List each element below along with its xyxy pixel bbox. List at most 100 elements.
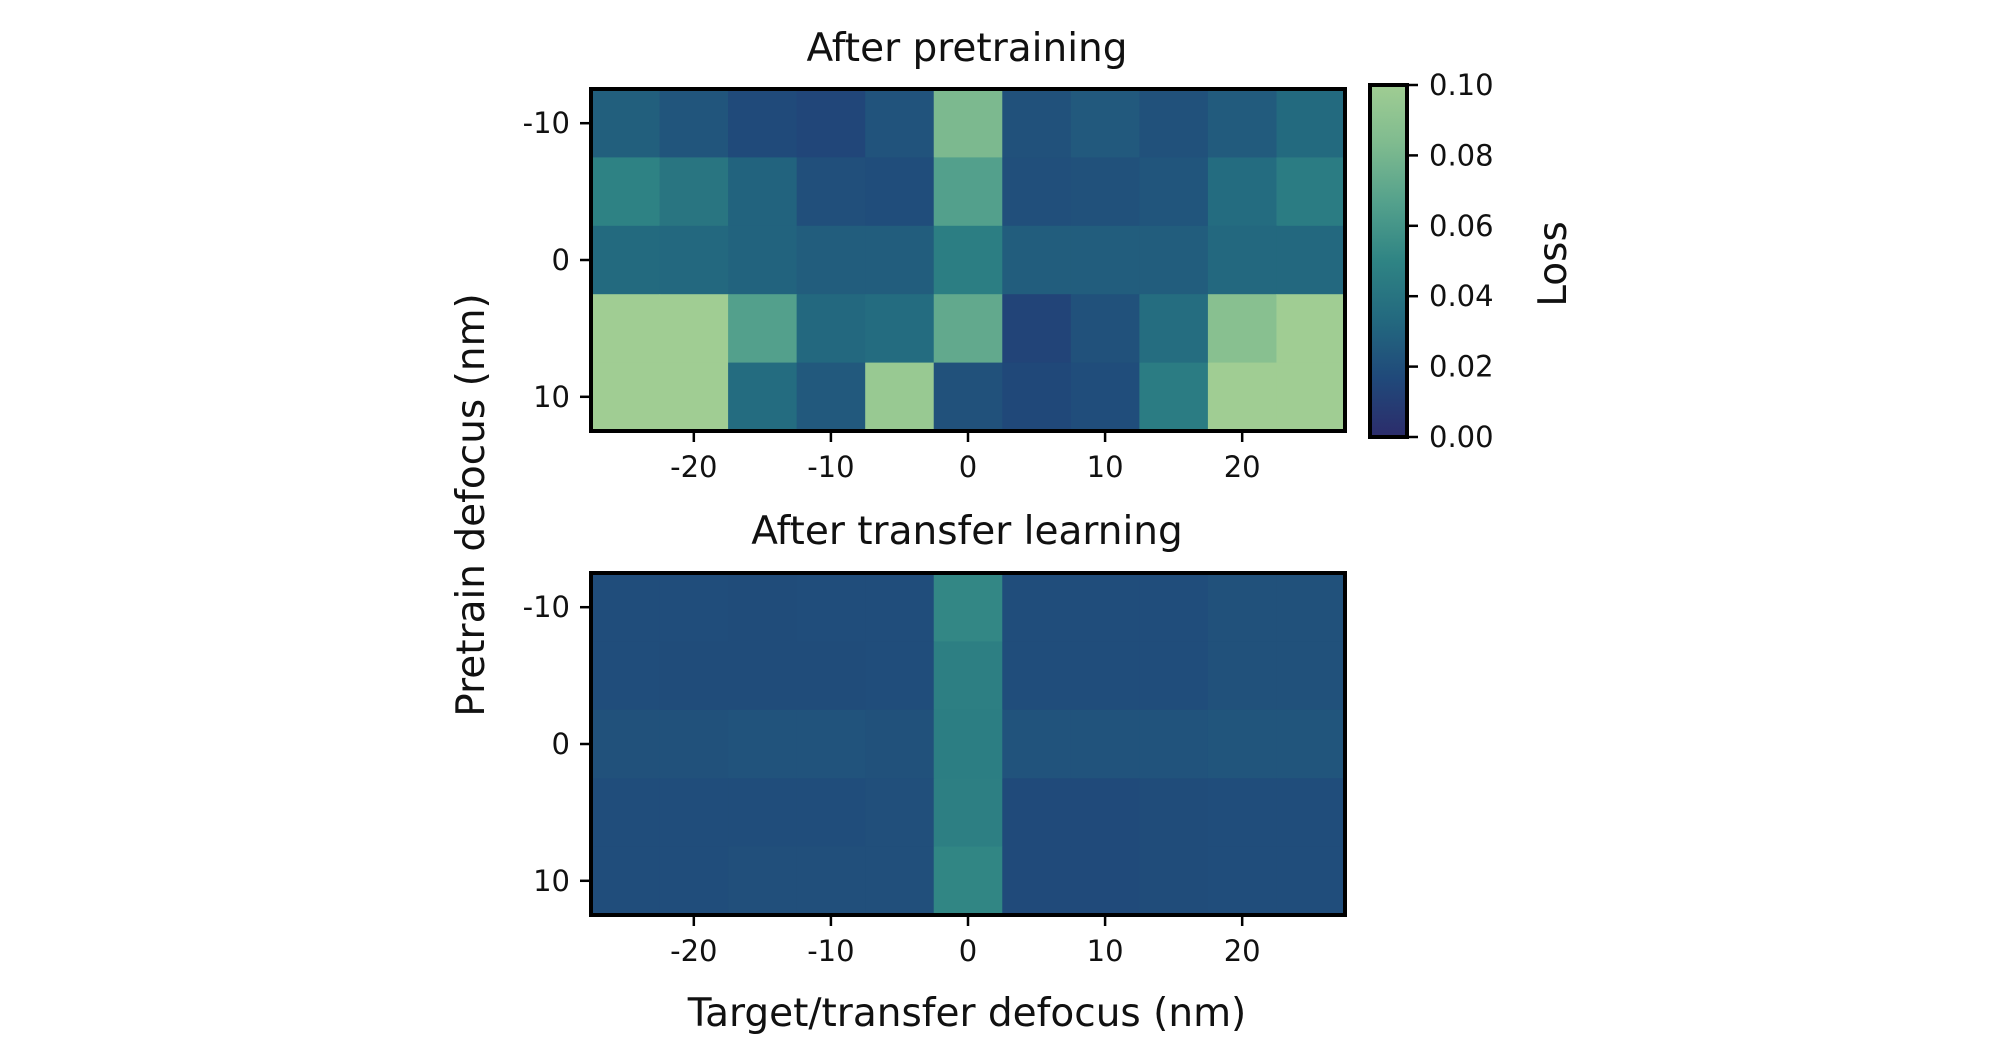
heatmap-cell — [728, 225, 798, 295]
heatmap-cell — [1139, 573, 1209, 642]
x-tick-label: -20 — [670, 934, 717, 968]
heatmap-cell — [1207, 89, 1278, 158]
x-axis-ticks: -20 -10 0 10 20 — [670, 431, 1261, 484]
heatmap-cell — [1139, 157, 1209, 227]
heatmap-cell — [933, 778, 1003, 848]
heatmap-cell — [659, 157, 729, 227]
heatmap-cell — [865, 778, 935, 848]
heatmap-cell — [865, 573, 935, 642]
heatmap-cell — [1139, 89, 1209, 158]
heatmap-cell — [933, 709, 1003, 779]
x-tick-label: -20 — [670, 450, 717, 484]
colorbar-tick-label: 0.00 — [1429, 420, 1494, 454]
heatmap-cell — [1070, 778, 1140, 848]
heatmap-cell — [933, 573, 1003, 642]
heatmap-cell — [1002, 709, 1072, 779]
heatmap-cell — [1002, 573, 1072, 642]
heatmap-cell — [1002, 89, 1072, 158]
heatmap-cell — [1276, 89, 1346, 158]
heatmap-cell — [796, 294, 866, 364]
heatmap-cell — [1276, 294, 1346, 364]
heatmap-cell — [1276, 573, 1346, 642]
y-axis-ticks: -10 0 10 — [523, 106, 591, 414]
heatmap-cell — [728, 294, 798, 364]
heatmap-cell — [659, 573, 729, 642]
panel-title-after-transfer-learning: After transfer learning — [751, 509, 1183, 554]
heatmap-cell — [1139, 778, 1209, 848]
x-tick-label: -10 — [807, 450, 854, 484]
heatmap-cell — [1070, 362, 1140, 432]
heatmap-cell — [1207, 709, 1278, 779]
heatmap-cells — [591, 89, 1346, 432]
x-tick-label: 0 — [959, 450, 977, 484]
panel-title-after-pretraining: After pretraining — [806, 26, 1127, 71]
heatmap-panel-after-transfer-learning: After transfer learning -20 -10 0 10 20 -10 0… — [523, 509, 1347, 1036]
heatmap-cell — [591, 89, 661, 158]
heatmap-cell — [659, 362, 729, 432]
heatmap-cell — [728, 709, 798, 779]
heatmap-cell — [933, 89, 1003, 158]
heatmap-cell — [659, 778, 729, 848]
heatmap-cell — [1070, 709, 1140, 779]
x-axis-label: Target/transfer defocus (nm) — [687, 991, 1247, 1036]
heatmap-cell — [1207, 846, 1278, 916]
heatmap-cell — [1002, 157, 1072, 227]
colorbar-tick-label: 0.10 — [1429, 68, 1494, 102]
x-tick-label: 10 — [1087, 450, 1124, 484]
heatmap-cell — [1139, 641, 1209, 711]
heatmap-cell — [728, 641, 798, 711]
colorbar-tick-label: 0.06 — [1429, 209, 1494, 243]
heatmap-cell — [865, 89, 935, 158]
heatmap-cell — [865, 157, 935, 227]
heatmap-cell — [1070, 641, 1140, 711]
heatmap-cell — [1207, 778, 1278, 848]
heatmap-cell — [796, 709, 866, 779]
heatmap-cell — [728, 362, 798, 432]
colorbar-tick-label: 0.08 — [1429, 138, 1494, 172]
heatmap-cell — [1276, 641, 1346, 711]
x-tick-label: 0 — [959, 934, 977, 968]
heatmap-cell — [659, 225, 729, 295]
heatmap-cell — [1002, 225, 1072, 295]
heatmap-cell — [933, 846, 1003, 916]
heatmap-cell — [728, 89, 798, 158]
heatmap-cell — [1002, 846, 1072, 916]
colorbar-tick-label: 0.02 — [1429, 350, 1494, 384]
heatmap-cell — [796, 89, 866, 158]
heatmap-cell — [865, 846, 935, 916]
y-tick-label: -10 — [523, 590, 570, 624]
heatmap-cell — [659, 846, 729, 916]
heatmap-cell — [796, 846, 866, 916]
heatmap-panel-after-pretraining: After pretraining -20 -10 0 10 20 -10 0 10 — [523, 26, 1347, 484]
heatmap-cell — [659, 294, 729, 364]
heatmap-cell — [796, 225, 866, 295]
heatmap-cell — [1207, 225, 1278, 295]
heatmap-cell — [591, 709, 661, 779]
colorbar-label: Loss — [1531, 221, 1576, 307]
heatmap-cell — [1139, 294, 1209, 364]
heatmap-cell — [1207, 573, 1278, 642]
y-tick-label: 0 — [552, 727, 570, 761]
heatmap-cell — [591, 157, 661, 227]
heatmap-cell — [1002, 641, 1072, 711]
heatmap-cell — [1207, 157, 1278, 227]
heatmap-cell — [796, 362, 866, 432]
colorbar: 0.00 0.02 0.04 0.06 0.08 0.10 Loss — [1368, 68, 1576, 454]
heatmap-cell — [591, 778, 661, 848]
heatmap-cell — [933, 157, 1003, 227]
x-axis-ticks: -20 -10 0 10 20 — [670, 915, 1261, 968]
heatmap-cell — [591, 846, 661, 916]
heatmap-cell — [1070, 573, 1140, 642]
heatmap-cell — [796, 157, 866, 227]
heatmap-cell — [1276, 778, 1346, 848]
heatmap-cell — [591, 573, 661, 642]
heatmap-cell — [1139, 709, 1209, 779]
heatmap-cell — [1139, 225, 1209, 295]
heatmap-cell — [591, 362, 661, 432]
y-axis-label: Pretrain defocus (nm) — [449, 293, 494, 717]
heatmap-cell — [591, 641, 661, 711]
y-tick-label: 0 — [552, 243, 570, 277]
heatmap-cell — [1070, 294, 1140, 364]
heatmap-cell — [865, 362, 935, 432]
